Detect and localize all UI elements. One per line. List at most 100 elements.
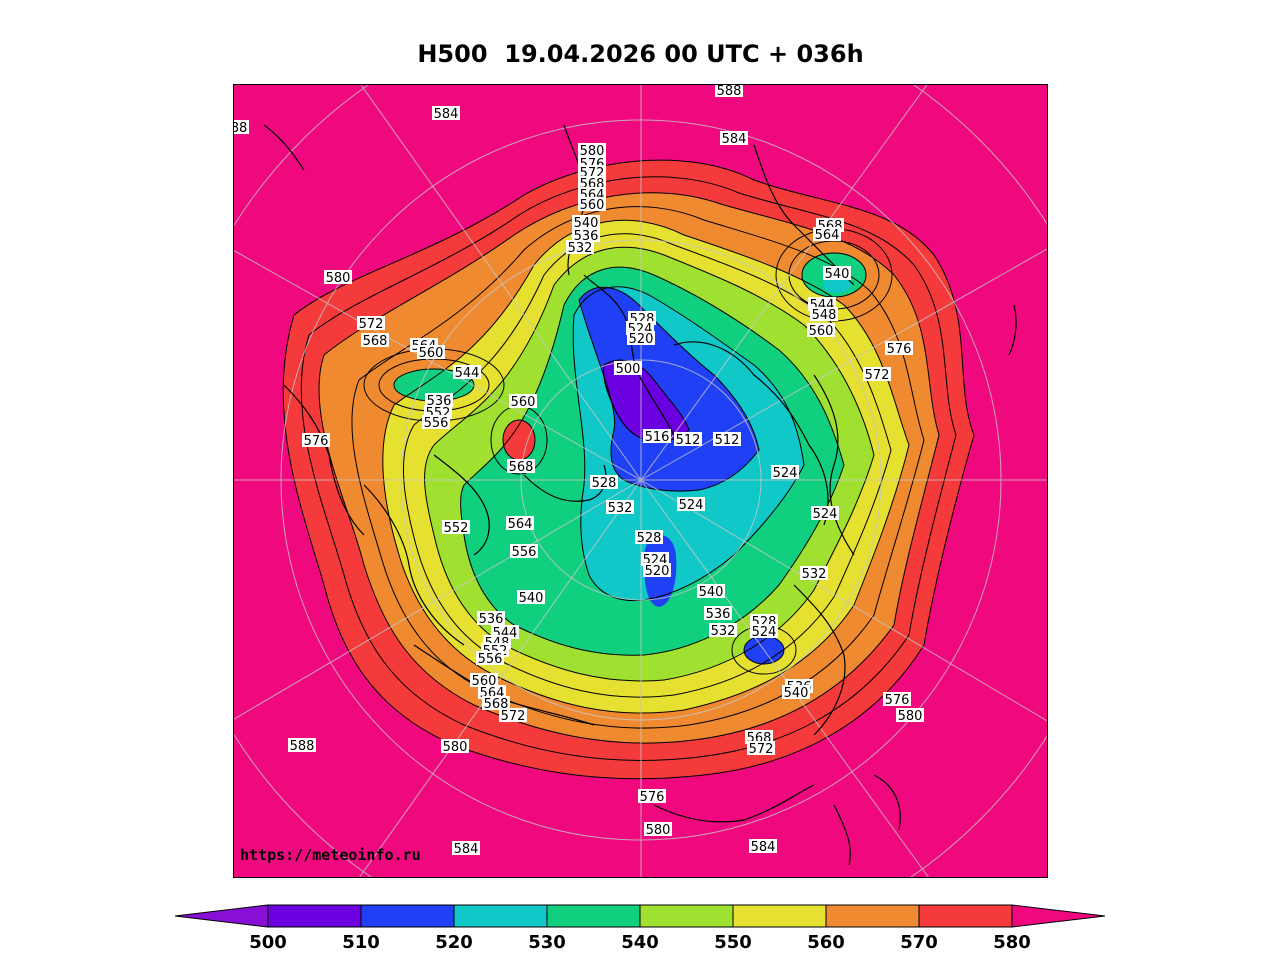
contour-label: 560 — [807, 323, 835, 339]
svg-text:540: 540 — [825, 267, 850, 282]
svg-text:564: 564 — [815, 228, 840, 243]
contour-labels: 5845885845805765725685645605405365325685… — [234, 85, 924, 857]
contour-label: 576 — [883, 692, 911, 708]
contour-label: 536 — [477, 611, 505, 627]
contour-label: 568 — [507, 459, 535, 475]
svg-text:556: 556 — [478, 652, 503, 667]
colorbar-segment — [453, 904, 548, 928]
contour-label: 544 — [453, 365, 481, 381]
colorbar-tick-label: 500 — [249, 932, 287, 953]
colorbar-extend-max — [1011, 904, 1106, 928]
contour-label: 512 — [674, 432, 702, 448]
svg-text:520: 520 — [645, 564, 670, 579]
contour-label: 584 — [452, 841, 480, 857]
contour-label: 584 — [720, 131, 748, 147]
colorbar-tick-label: 510 — [342, 932, 380, 953]
map-title: H500 19.04.2026 00 UTC + 036h — [417, 40, 864, 68]
contour-label: 512 — [713, 432, 741, 448]
contour-label: 572 — [357, 316, 385, 332]
geopotential-map: 5845885845805765725685645605405365325685… — [234, 85, 1047, 877]
contour-label: 576 — [638, 789, 666, 805]
svg-text:540: 540 — [519, 591, 544, 606]
colorbar-segment — [825, 904, 920, 928]
svg-text:540: 540 — [574, 216, 599, 231]
svg-text:536: 536 — [706, 607, 731, 622]
svg-text:584: 584 — [454, 842, 479, 857]
svg-text:500: 500 — [616, 362, 641, 377]
contour-label: 564 — [506, 516, 534, 532]
contour-label: 540 — [572, 215, 600, 231]
svg-text:576: 576 — [640, 790, 665, 805]
svg-text:540: 540 — [784, 686, 809, 701]
contour-label: 580 — [644, 822, 672, 838]
contour-label: 588 — [288, 738, 316, 754]
contour-label: 536 — [704, 606, 732, 622]
svg-text:572: 572 — [359, 317, 384, 332]
svg-text:532: 532 — [608, 501, 633, 516]
svg-text:536: 536 — [479, 612, 504, 627]
svg-text:528: 528 — [637, 531, 662, 546]
svg-text:568: 568 — [509, 460, 534, 475]
contour-label: 88 — [234, 120, 249, 136]
svg-text:580: 580 — [580, 144, 605, 159]
svg-text:520: 520 — [629, 332, 654, 347]
svg-text:512: 512 — [676, 433, 701, 448]
contour-label: 560 — [509, 394, 537, 410]
svg-text:528: 528 — [592, 476, 617, 491]
svg-text:524: 524 — [773, 466, 798, 481]
svg-text:532: 532 — [802, 567, 827, 582]
colorbar-segment — [360, 904, 455, 928]
svg-text:524: 524 — [679, 498, 704, 513]
band-500-510 — [603, 360, 689, 442]
contour-label: 572 — [863, 367, 891, 383]
contour-label: 568 — [361, 333, 389, 349]
svg-text:524: 524 — [813, 507, 838, 522]
colorbar: 500 510 520 530 540 550 560 570 580 — [174, 904, 1106, 953]
contour-label: 580 — [896, 708, 924, 724]
contour-label: 584 — [749, 839, 777, 855]
colorbar-segment — [546, 904, 641, 928]
contour-label: 556 — [510, 544, 538, 560]
svg-text:560: 560 — [419, 346, 444, 361]
contour-label: 524 — [677, 497, 705, 513]
contour-label: 572 — [499, 708, 527, 724]
svg-text:556: 556 — [424, 416, 449, 431]
contour-label: 580 — [324, 270, 352, 286]
contour-label: 548 — [810, 307, 838, 323]
contour-label: 540 — [782, 685, 810, 701]
svg-text:548: 548 — [812, 308, 837, 323]
svg-text:576: 576 — [887, 342, 912, 357]
svg-text:560: 560 — [809, 324, 834, 339]
colorbar-extend-min — [174, 904, 269, 928]
svg-text:544: 544 — [455, 366, 480, 381]
svg-text:576: 576 — [885, 693, 910, 708]
contour-label: 524 — [750, 624, 778, 640]
contour-label: 520 — [627, 331, 655, 347]
colorbar-tick-label: 530 — [528, 932, 566, 953]
svg-text:580: 580 — [646, 823, 671, 838]
colorbar-tick-label: 550 — [714, 932, 752, 953]
svg-text:572: 572 — [865, 368, 890, 383]
contour-label: 516 — [643, 429, 671, 445]
colorbar-tick-label: 580 — [993, 932, 1031, 953]
svg-text:564: 564 — [508, 517, 533, 532]
contour-label: 524 — [811, 506, 839, 522]
svg-text:568: 568 — [363, 334, 388, 349]
contour-label: 564 — [813, 227, 841, 243]
contour-label: 532 — [566, 240, 594, 256]
contour-label: 540 — [517, 590, 545, 606]
colorbar-segment — [639, 904, 734, 928]
contour-label: 520 — [643, 563, 671, 579]
svg-text:584: 584 — [722, 132, 747, 147]
contour-label: 572 — [747, 741, 775, 757]
colorbar-segment — [732, 904, 827, 928]
contour-label: 540 — [823, 266, 851, 282]
svg-text:512: 512 — [715, 433, 740, 448]
svg-text:560: 560 — [511, 395, 536, 410]
contour-label: 576 — [885, 341, 913, 357]
contour-label: 580 — [441, 739, 469, 755]
colorbar-tick-label: 560 — [807, 932, 845, 953]
svg-text:552: 552 — [444, 521, 469, 536]
contour-label: 528 — [635, 530, 663, 546]
colorbar-segment — [918, 904, 1013, 928]
